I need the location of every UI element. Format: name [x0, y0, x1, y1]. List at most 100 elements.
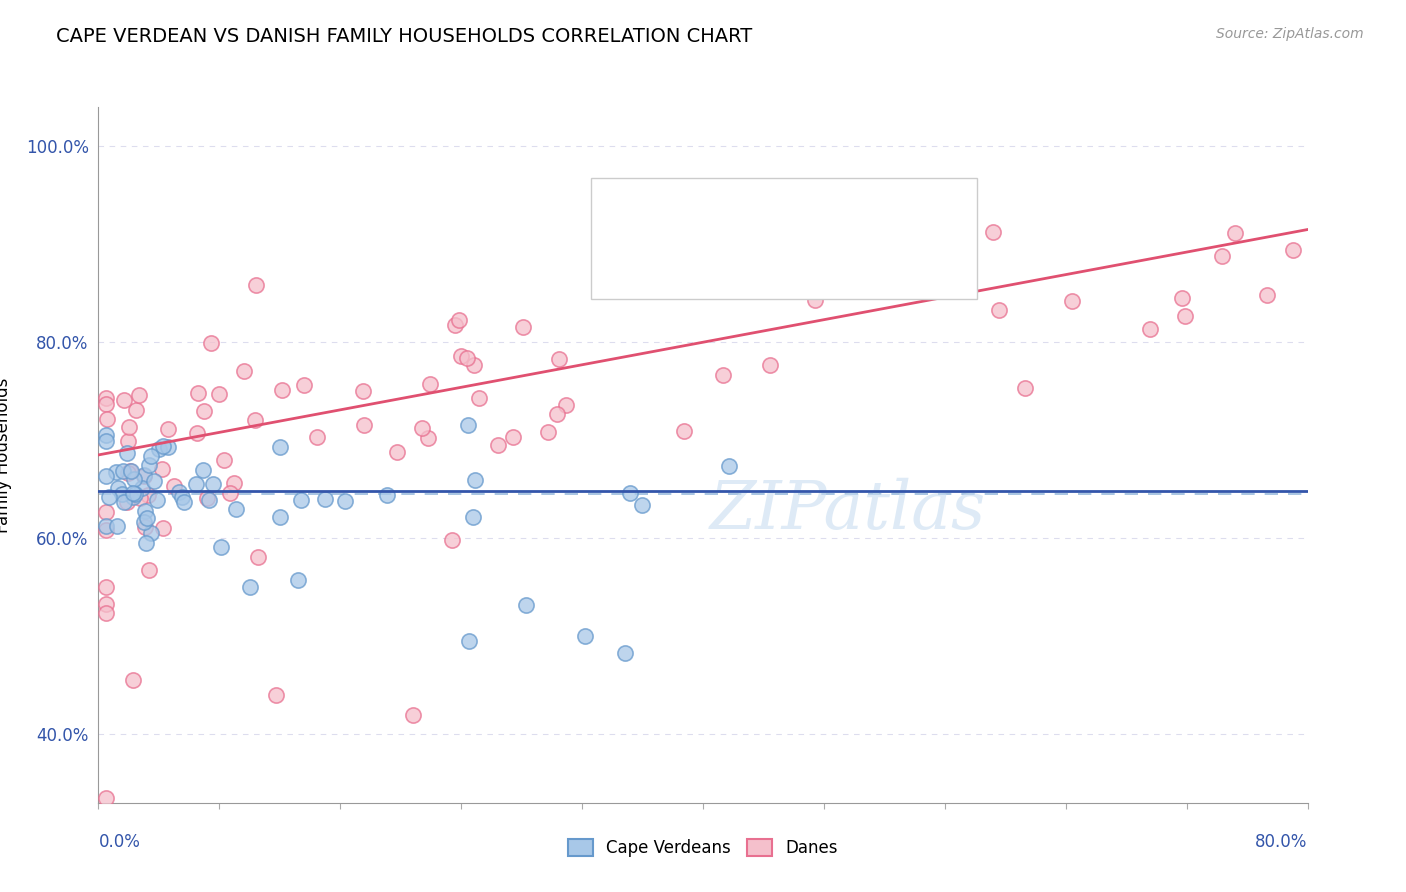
- Point: [512, 319, 534, 334]
- Point: [148, 442, 170, 456]
- Point: [134, 504, 156, 518]
- Point: [402, 707, 425, 722]
- Point: [352, 384, 374, 399]
- Point: [981, 225, 1004, 239]
- Point: [134, 520, 156, 534]
- Point: [211, 540, 233, 554]
- Point: [1062, 293, 1084, 308]
- Point: [411, 421, 433, 435]
- Point: [537, 425, 560, 439]
- Point: [314, 492, 336, 507]
- Point: [333, 494, 356, 508]
- Y-axis label: Family Households: Family Households: [0, 377, 11, 533]
- Point: [122, 472, 145, 486]
- Point: [131, 481, 153, 495]
- Point: [457, 417, 479, 432]
- Point: [515, 598, 537, 612]
- Text: 0.0%: 0.0%: [98, 833, 141, 851]
- Point: [136, 488, 159, 502]
- Point: [711, 368, 734, 382]
- Point: [287, 573, 309, 587]
- Point: [94, 791, 117, 805]
- Point: [195, 491, 218, 506]
- Point: [219, 486, 242, 500]
- Point: [232, 364, 254, 378]
- Point: [555, 398, 578, 412]
- Point: [873, 239, 896, 253]
- Point: [547, 352, 569, 367]
- Point: [804, 293, 827, 307]
- Point: [150, 462, 173, 476]
- Point: [121, 673, 143, 688]
- Point: [104, 465, 127, 479]
- Point: [173, 495, 195, 509]
- Point: [245, 277, 267, 292]
- Point: [138, 563, 160, 577]
- Point: [225, 501, 247, 516]
- Point: [143, 475, 166, 489]
- Point: [619, 485, 641, 500]
- Point: [184, 476, 207, 491]
- Point: [94, 434, 117, 449]
- Text: CAPE VERDEAN VS DANISH FAMILY HOUSEHOLDS CORRELATION CHART: CAPE VERDEAN VS DANISH FAMILY HOUSEHOLDS…: [56, 27, 752, 45]
- Point: [416, 431, 439, 445]
- Point: [1211, 249, 1233, 263]
- Point: [198, 493, 221, 508]
- Point: [94, 505, 117, 519]
- Point: [124, 487, 146, 501]
- Point: [111, 487, 134, 501]
- Point: [201, 477, 224, 491]
- Point: [115, 494, 138, 508]
- Point: [574, 629, 596, 643]
- Point: [118, 464, 141, 478]
- Point: [868, 239, 890, 253]
- Point: [94, 524, 117, 538]
- Point: [449, 312, 471, 326]
- Point: [486, 438, 509, 452]
- Point: [135, 536, 157, 550]
- Point: [156, 440, 179, 454]
- Point: [152, 439, 174, 453]
- Point: [307, 430, 329, 444]
- Point: [146, 493, 169, 508]
- Point: [546, 407, 568, 421]
- Point: [122, 486, 145, 500]
- Point: [1256, 288, 1278, 302]
- Text: Source: ZipAtlas.com: Source: ZipAtlas.com: [1216, 27, 1364, 41]
- Text: R =   0.269   N = 86: R = 0.269 N = 86: [672, 245, 853, 263]
- Point: [672, 424, 695, 438]
- Point: [118, 420, 141, 434]
- Point: [132, 469, 155, 483]
- Point: [292, 377, 315, 392]
- Point: [1014, 381, 1036, 395]
- Point: [94, 519, 117, 533]
- Point: [94, 397, 117, 411]
- Point: [450, 350, 472, 364]
- Point: [115, 446, 138, 460]
- Point: [222, 475, 245, 490]
- Point: [353, 418, 375, 433]
- Point: [419, 376, 441, 391]
- Point: [375, 488, 398, 502]
- Point: [1171, 291, 1194, 305]
- Legend: Cape Verdeans, Danes: Cape Verdeans, Danes: [561, 832, 845, 864]
- Point: [128, 388, 150, 402]
- Point: [94, 597, 117, 611]
- Text: R = -0.002   N = 58: R = -0.002 N = 58: [672, 203, 849, 221]
- Point: [898, 262, 921, 277]
- Point: [132, 515, 155, 529]
- Text: 80.0%: 80.0%: [1256, 833, 1308, 851]
- Point: [139, 449, 162, 463]
- Point: [193, 404, 215, 418]
- Point: [94, 580, 117, 594]
- Text: ZIPatlas: ZIPatlas: [710, 478, 986, 543]
- Point: [1223, 226, 1246, 240]
- Point: [96, 412, 118, 426]
- Point: [212, 453, 235, 467]
- Point: [170, 490, 193, 504]
- Point: [385, 444, 408, 458]
- Point: [468, 391, 491, 405]
- Point: [112, 495, 135, 509]
- Point: [269, 440, 291, 454]
- Point: [111, 465, 134, 479]
